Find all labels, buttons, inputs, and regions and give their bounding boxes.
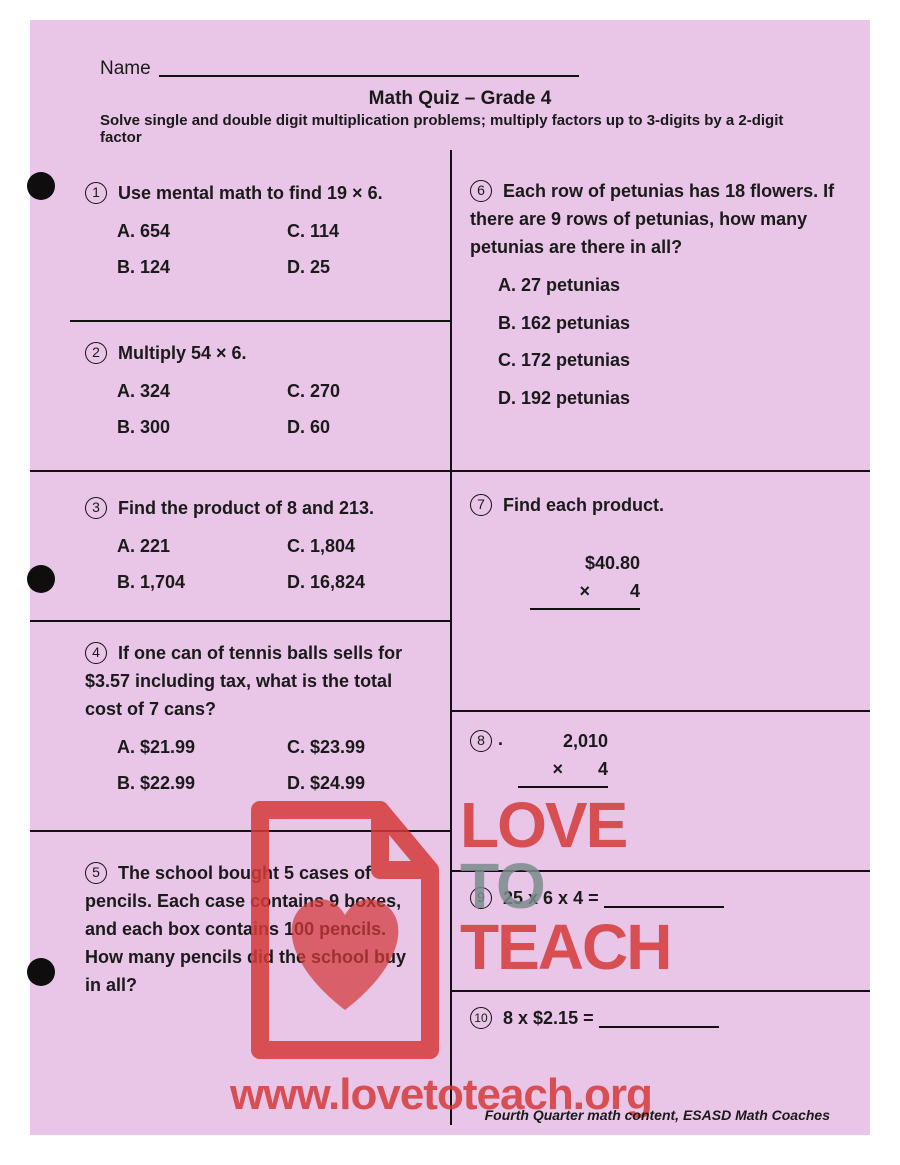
stack-bottom: × 4 [530,578,640,610]
question-number: 6 [470,180,492,202]
h-divider [30,470,450,472]
question-number: 9 [470,887,492,909]
page-header: Name Math Quiz – Grade 4 Solve single an… [30,20,870,152]
question-9: 9 25 x 6 x 4 = [470,885,860,913]
option-c: C. 172 petunias [498,347,840,375]
answer-options: A. 221 C. 1,804 B. 1,704 D. 16,824 [85,533,440,597]
question-text: 25 x 6 x 4 = [503,888,599,908]
question-number: 8 [470,730,492,752]
option-b: B. 300 [117,414,287,442]
option-b: B. $22.99 [117,770,287,798]
question-10: 10 8 x $2.15 = [470,1005,860,1033]
answer-options: A. $21.99 C. $23.99 B. $22.99 D. $24.99 [85,734,425,798]
question-number: 3 [85,497,107,519]
option-c: C. 270 [287,378,340,406]
h-divider [30,830,450,832]
page-title: Math Quiz – Grade 4 [100,88,820,110]
question-text: Multiply 54 × 6. [118,343,247,363]
option-d: D. 60 [287,414,330,442]
question-4: 4 If one can of tennis balls sells for $… [85,640,425,797]
question-number: 10 [470,1007,492,1029]
option-d: D. 192 petunias [498,385,840,413]
page-subtitle: Solve single and double digit multiplica… [100,112,820,146]
question-text: If one can of tennis balls sells for $3.… [85,643,402,719]
name-field-row: Name [100,58,820,80]
answer-options: A. 324 C. 270 B. 300 D. 60 [85,378,440,442]
question-2: 2 Multiply 54 × 6. A. 324 C. 270 B. 300 … [85,340,440,442]
name-blank-line[interactable] [159,75,579,77]
h-divider [30,620,450,622]
option-a: A. 654 [117,218,287,246]
question-number: 7 [470,494,492,516]
option-c: C. 1,804 [287,533,355,561]
stack-top: 2,010 [518,728,608,756]
option-c: C. 114 [287,218,339,246]
option-d: D. 16,824 [287,569,365,597]
question-number: 1 [85,182,107,204]
question-text: 8 x $2.15 = [503,1008,594,1028]
question-3: 3 Find the product of 8 and 213. A. 221 … [85,495,440,597]
question-5: 5 The school bought 5 cases of pencils. … [85,860,425,999]
option-b: B. 162 petunias [498,310,840,338]
page-footer: Fourth Quarter math content, ESASD Math … [485,1107,830,1123]
option-c: C. $23.99 [287,734,365,762]
option-d: D. $24.99 [287,770,365,798]
option-a: A. 221 [117,533,287,561]
stack-bottom: × 4 [518,756,608,788]
h-divider [70,320,450,322]
worksheet-page: Name Math Quiz – Grade 4 Solve single an… [30,20,870,1135]
question-8: 8. 2,010 × 4 [470,728,840,788]
option-a: A. 324 [117,378,287,406]
question-number: 2 [85,342,107,364]
answer-blank[interactable] [604,906,724,908]
name-label: Name [100,58,151,80]
h-divider [452,990,870,992]
question-6: 6 Each row of petunias has 18 flowers. I… [470,178,840,413]
question-number: 5 [85,862,107,884]
question-1: 1 Use mental math to find 19 × 6. A. 654… [85,180,440,282]
answer-blank[interactable] [599,1026,719,1028]
option-d: D. 25 [287,254,330,282]
question-text: Each row of petunias has 18 flowers. If … [470,181,834,257]
question-text: The school bought 5 cases of pencils. Ea… [85,863,406,995]
answer-options: A. 27 petunias B. 162 petunias C. 172 pe… [470,272,840,414]
answer-options: A. 654 C. 114 B. 124 D. 25 [85,218,440,282]
question-text: Find each product. [503,495,664,515]
question-number: 4 [85,642,107,664]
option-b: B. 1,704 [117,569,287,597]
question-7: 7 Find each product. $40.80 × 4 [470,492,840,610]
vertical-divider [450,150,452,1125]
stack-top: $40.80 [530,550,640,578]
h-divider [452,470,870,472]
option-a: A. $21.99 [117,734,287,762]
h-divider [452,870,870,872]
multiplication-stack: 2,010 × 4 [518,728,608,788]
multiplication-stack: $40.80 × 4 [470,550,840,610]
question-grid: 1 Use mental math to find 19 × 6. A. 654… [30,150,870,1135]
question-text: Find the product of 8 and 213. [118,498,374,518]
question-text: Use mental math to find 19 × 6. [118,183,383,203]
option-b: B. 124 [117,254,287,282]
h-divider [452,710,870,712]
option-a: A. 27 petunias [498,272,840,300]
